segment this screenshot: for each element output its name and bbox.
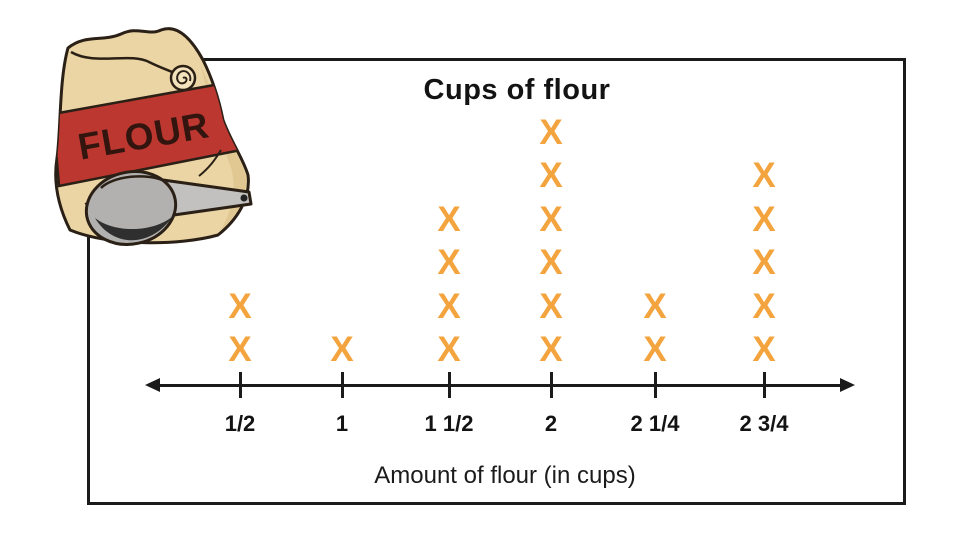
scoop-icon: [84, 170, 253, 246]
x-marker: X: [330, 330, 354, 369]
chart-frame: [87, 58, 906, 505]
x-marker: X: [437, 243, 461, 282]
axis-tick: [340, 372, 344, 398]
tick-label: 1: [335, 411, 349, 436]
chart-title: Cups of flour: [423, 74, 611, 106]
x-marker: X: [643, 330, 667, 369]
x-marker: X: [752, 286, 776, 326]
x-marker: X: [752, 330, 776, 369]
x-axis-title: Amount of flour (in cups): [374, 462, 636, 489]
x-marker: X: [539, 286, 563, 326]
flour-bag-roll-spiral: [176, 70, 192, 85]
axis-tick: [653, 372, 657, 398]
tick-label: 1/2: [224, 411, 256, 436]
x-marker: X: [539, 156, 563, 195]
x-marker: X: [752, 199, 776, 239]
x-marker: X: [539, 243, 563, 282]
x-marker: X: [539, 112, 563, 152]
tick-label: 1 1/2: [424, 411, 474, 436]
x-marker: X: [437, 286, 461, 326]
axis-arrow-left-icon: [145, 378, 160, 392]
axis-tick: [238, 372, 242, 398]
x-marker: X: [228, 330, 252, 369]
axis-tick: [549, 372, 553, 398]
axis-tick: [762, 372, 766, 398]
x-marker: X: [539, 199, 563, 239]
tick-label: 2 1/4: [630, 411, 680, 436]
x-marker: X: [752, 243, 776, 282]
x-marker: X: [539, 330, 563, 369]
flour-bag-illustration: FLOUR: [54, 27, 253, 246]
x-marker: X: [437, 199, 461, 239]
axis-tick: [447, 372, 451, 398]
tick-label: 2 3/4: [739, 411, 789, 436]
axis-arrow-right-icon: [840, 378, 855, 392]
x-marker: X: [643, 286, 667, 326]
x-marker: X: [752, 156, 776, 195]
x-marker: X: [228, 286, 252, 326]
tick-label: 2: [544, 411, 558, 436]
x-marker: X: [437, 330, 461, 369]
x-axis-line: [158, 384, 842, 387]
